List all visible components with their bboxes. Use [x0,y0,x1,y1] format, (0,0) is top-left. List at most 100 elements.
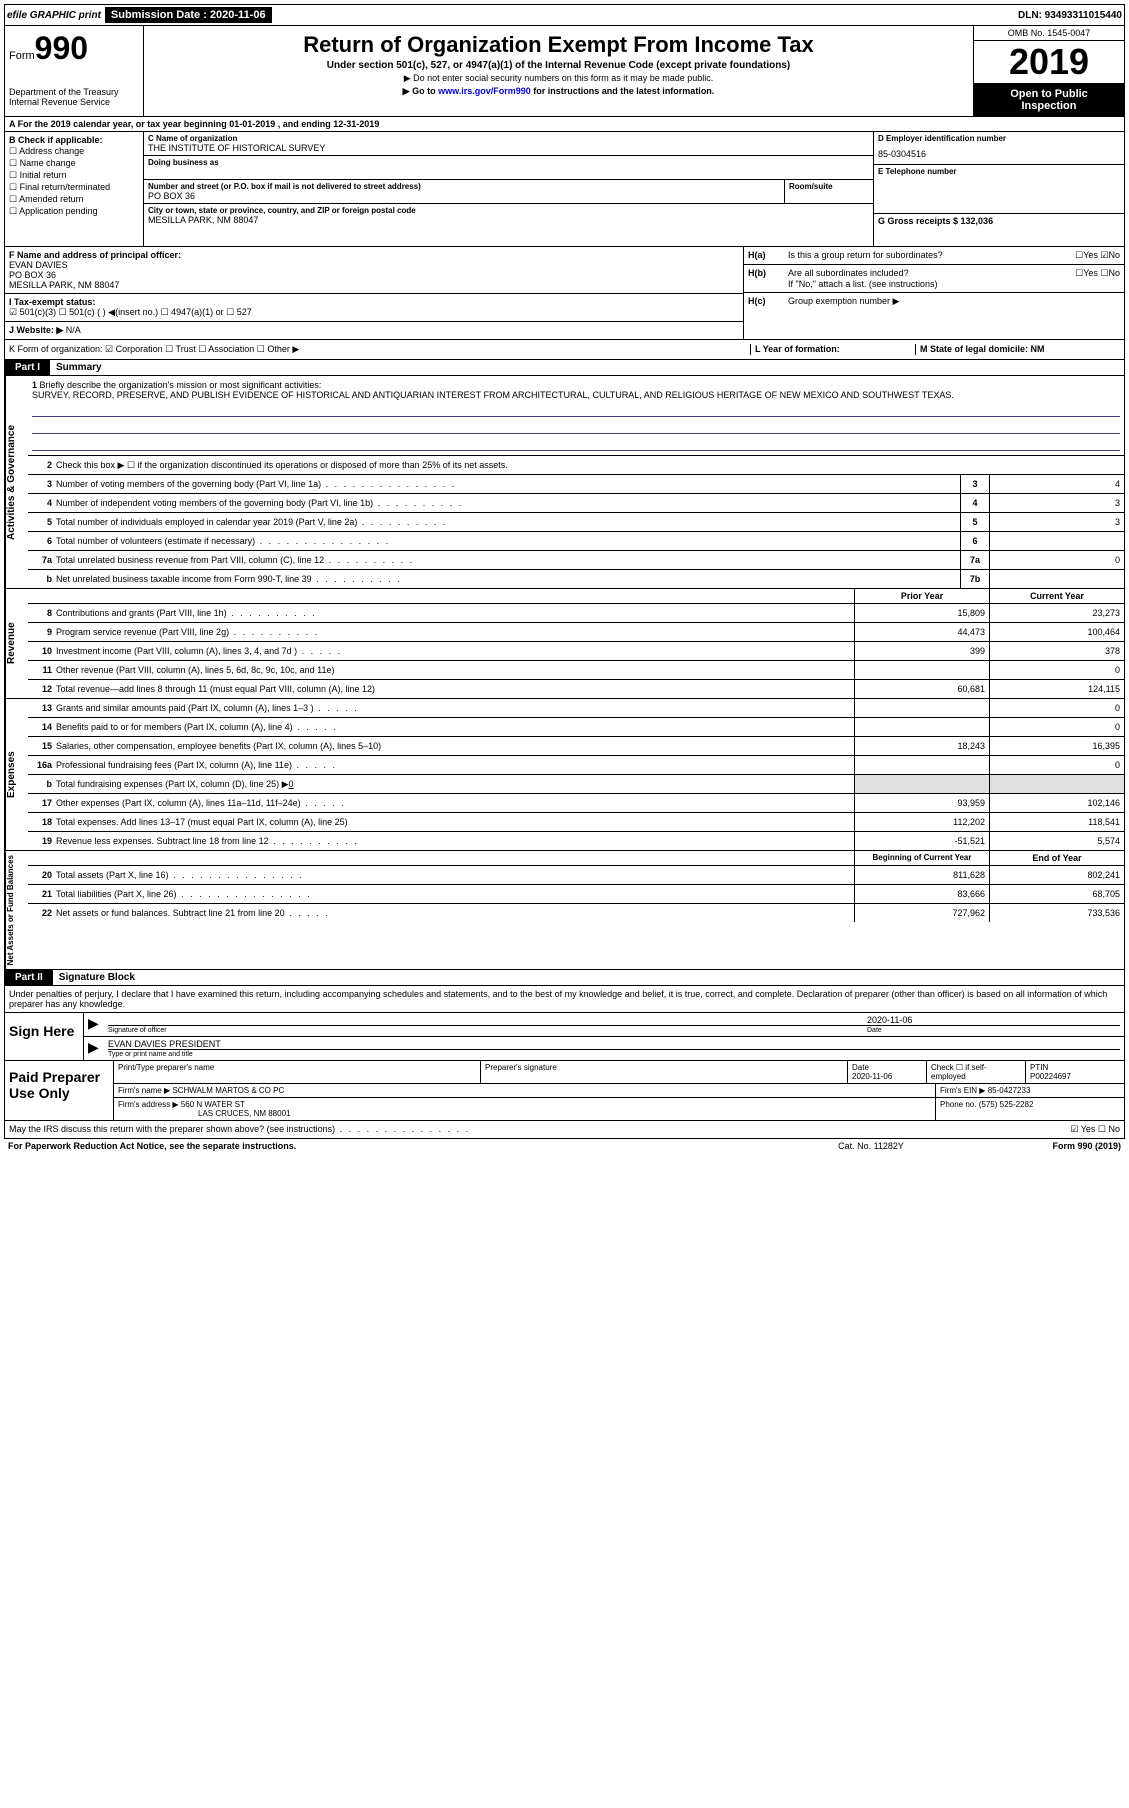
row-klm: K Form of organization: ☑ Corporation ☐ … [4,340,1125,360]
dln-label: DLN: 93493311015440 [1018,10,1122,21]
sub3-post: for instructions and the latest informat… [531,86,715,96]
l9-current: 100,464 [989,623,1124,641]
sig-date-cell: 2020-11-06 Date [867,1015,1120,1034]
col-c: C Name of organization THE INSTITUTE OF … [144,132,874,246]
chk-pending[interactable]: ☐ Application pending [9,206,139,217]
firm-ein-l: Firm's EIN ▶ [940,1086,985,1095]
l16a-prior [854,756,989,774]
tax-year: 2019 [974,41,1124,84]
city-label: City or town, state or province, country… [148,206,869,215]
l8-current: 23,273 [989,604,1124,622]
tax-status-label: I Tax-exempt status: [9,297,95,307]
ein-label: D Employer identification number [878,134,1120,143]
ha-answer[interactable]: ☐Yes ☑No [1075,250,1120,261]
l5-val: 3 [989,513,1124,531]
expenses-content: 13Grants and similar amounts paid (Part … [28,699,1124,850]
hb-note: If "No," attach a list. (see instruction… [748,279,1120,289]
line-2: 2Check this box ▶ ☐ if the organization … [28,456,1124,475]
netassets-block: Net Assets or Fund Balances Beginning of… [4,851,1125,970]
line-19: 19Revenue less expenses. Subtract line 1… [28,832,1124,850]
l20-current: 802,241 [989,866,1124,884]
part1-header: Part I Summary [4,360,1125,376]
sig-name-row: ▶ EVAN DAVIES PRESIDENT Type or print na… [84,1037,1124,1060]
sig-name-label: Type or print name and title [108,1049,1120,1058]
discuss-row: May the IRS discuss this return with the… [4,1121,1125,1139]
prep-selfemp-h[interactable]: Check ☐ if self-employed [927,1061,1026,1083]
net-col-headers: Beginning of Current Year End of Year [28,851,1124,866]
form-prefix: Form [9,50,35,62]
chk-initial[interactable]: ☐ Initial return [9,170,139,181]
l20-desc: Total assets (Part X, line 16) [56,868,854,882]
discuss-question: May the IRS discuss this return with the… [9,1124,1070,1135]
info-grid: B Check if applicable: ☐ Address change … [4,132,1125,247]
irs-link[interactable]: www.irs.gov/Form990 [438,86,531,96]
sig-date-label: Date [867,1025,1120,1034]
line-22: 22Net assets or fund balances. Subtract … [28,904,1124,922]
l14-current: 0 [989,718,1124,736]
firm-name-cell: Firm's name ▶ SCHWALM MARTOS & CO PC [114,1084,936,1097]
submission-date-button[interactable]: Submission Date : 2020-11-06 [105,7,272,23]
l3-val: 4 [989,475,1124,493]
dba-row: Doing business as [144,156,873,180]
addr-row: Number and street (or P.O. box if mail i… [144,180,873,204]
phone: (575) 525-2282 [979,1100,1034,1109]
firm-ein-cell: Firm's EIN ▶ 85-0427233 [936,1084,1124,1097]
lower-left: F Name and address of principal officer:… [5,247,744,339]
l7a-desc: Total unrelated business revenue from Pa… [56,553,960,567]
l16b-current [989,775,1124,793]
l8-desc: Contributions and grants (Part VIII, lin… [56,606,854,620]
hb-label: H(b) [748,268,788,279]
top-bar: efile GRAPHIC print Submission Date : 20… [4,4,1125,26]
l12-current: 124,115 [989,680,1124,698]
footer-notice: For Paperwork Reduction Act Notice, see … [8,1141,771,1151]
chk-name[interactable]: ☐ Name change [9,158,139,169]
hc-row: H(c) Group exemption number ▶ [744,293,1124,310]
header-right: OMB No. 1545-0047 2019 Open to Public In… [974,26,1124,116]
l15-prior: 18,243 [854,737,989,755]
chk-amended[interactable]: ☐ Amended return [9,194,139,205]
chk-final[interactable]: ☐ Final return/terminated [9,182,139,193]
prior-year-header: Prior Year [854,589,989,603]
k-form-org[interactable]: K Form of organization: ☑ Corporation ☐ … [9,344,750,355]
l14-desc: Benefits paid to or for members (Part IX… [56,720,854,734]
line-3: 3Number of voting members of the governi… [28,475,1124,494]
col-b-label: B Check if applicable: [9,135,139,145]
officer-label: F Name and address of principal officer: [9,250,739,260]
hb-answer[interactable]: ☐Yes ☐No [1075,268,1120,279]
l11-prior [854,661,989,679]
chk-address[interactable]: ☐ Address change [9,146,139,157]
l13-current: 0 [989,699,1124,717]
governance-block: Activities & Governance 1 Briefly descri… [4,376,1125,589]
l4-desc: Number of independent voting members of … [56,496,960,510]
org-name: THE INSTITUTE OF HISTORICAL SURVEY [148,143,869,153]
l-label: L Year of formation: [755,344,840,354]
discuss-answer[interactable]: ☑ Yes ☐ No [1070,1124,1120,1135]
form-number: Form990 [9,30,139,67]
part1-title: Summary [50,360,108,375]
ha-row: H(a) Is this a group return for subordin… [744,247,1124,265]
officer-addr1: PO BOX 36 [9,270,739,280]
l2-desc[interactable]: Check this box ▶ ☐ if the organization d… [56,458,1124,473]
preparer-grid: Print/Type preparer's name Preparer's si… [114,1061,1124,1120]
line-21: 21Total liabilities (Part X, line 26) 83… [28,885,1124,904]
l9-desc: Program service revenue (Part VIII, line… [56,625,854,639]
firm-ein: 85-0427233 [988,1086,1031,1095]
firm-name: SCHWALM MARTOS & CO PC [172,1086,284,1095]
inspection-1: Open to Public [978,88,1120,100]
form-title: Return of Organization Exempt From Incom… [148,32,969,58]
subtitle-1: Under section 501(c), 527, or 4947(a)(1)… [148,60,969,71]
preparer-row: Paid Preparer Use Only Print/Type prepar… [5,1060,1124,1120]
tax-status-opts[interactable]: ☑ 501(c)(3) ☐ 501(c) ( ) ◀(insert no.) ☐… [9,307,252,317]
l10-current: 378 [989,642,1124,660]
h5: PTIN [1030,1063,1048,1072]
arrow-icon: ▶ [88,1039,108,1058]
line-16a: 16aProfessional fundraising fees (Part I… [28,756,1124,775]
officer-name: EVAN DAVIES [9,260,739,270]
l19-desc: Revenue less expenses. Subtract line 18 … [56,834,854,848]
l6-val [989,532,1124,550]
mission-line [32,402,1120,417]
l21-prior: 83,666 [854,885,989,903]
room-suite: Room/suite [785,180,873,203]
l-year-formation: L Year of formation: [750,344,915,355]
prep-sig-h: Preparer's signature [481,1061,848,1083]
